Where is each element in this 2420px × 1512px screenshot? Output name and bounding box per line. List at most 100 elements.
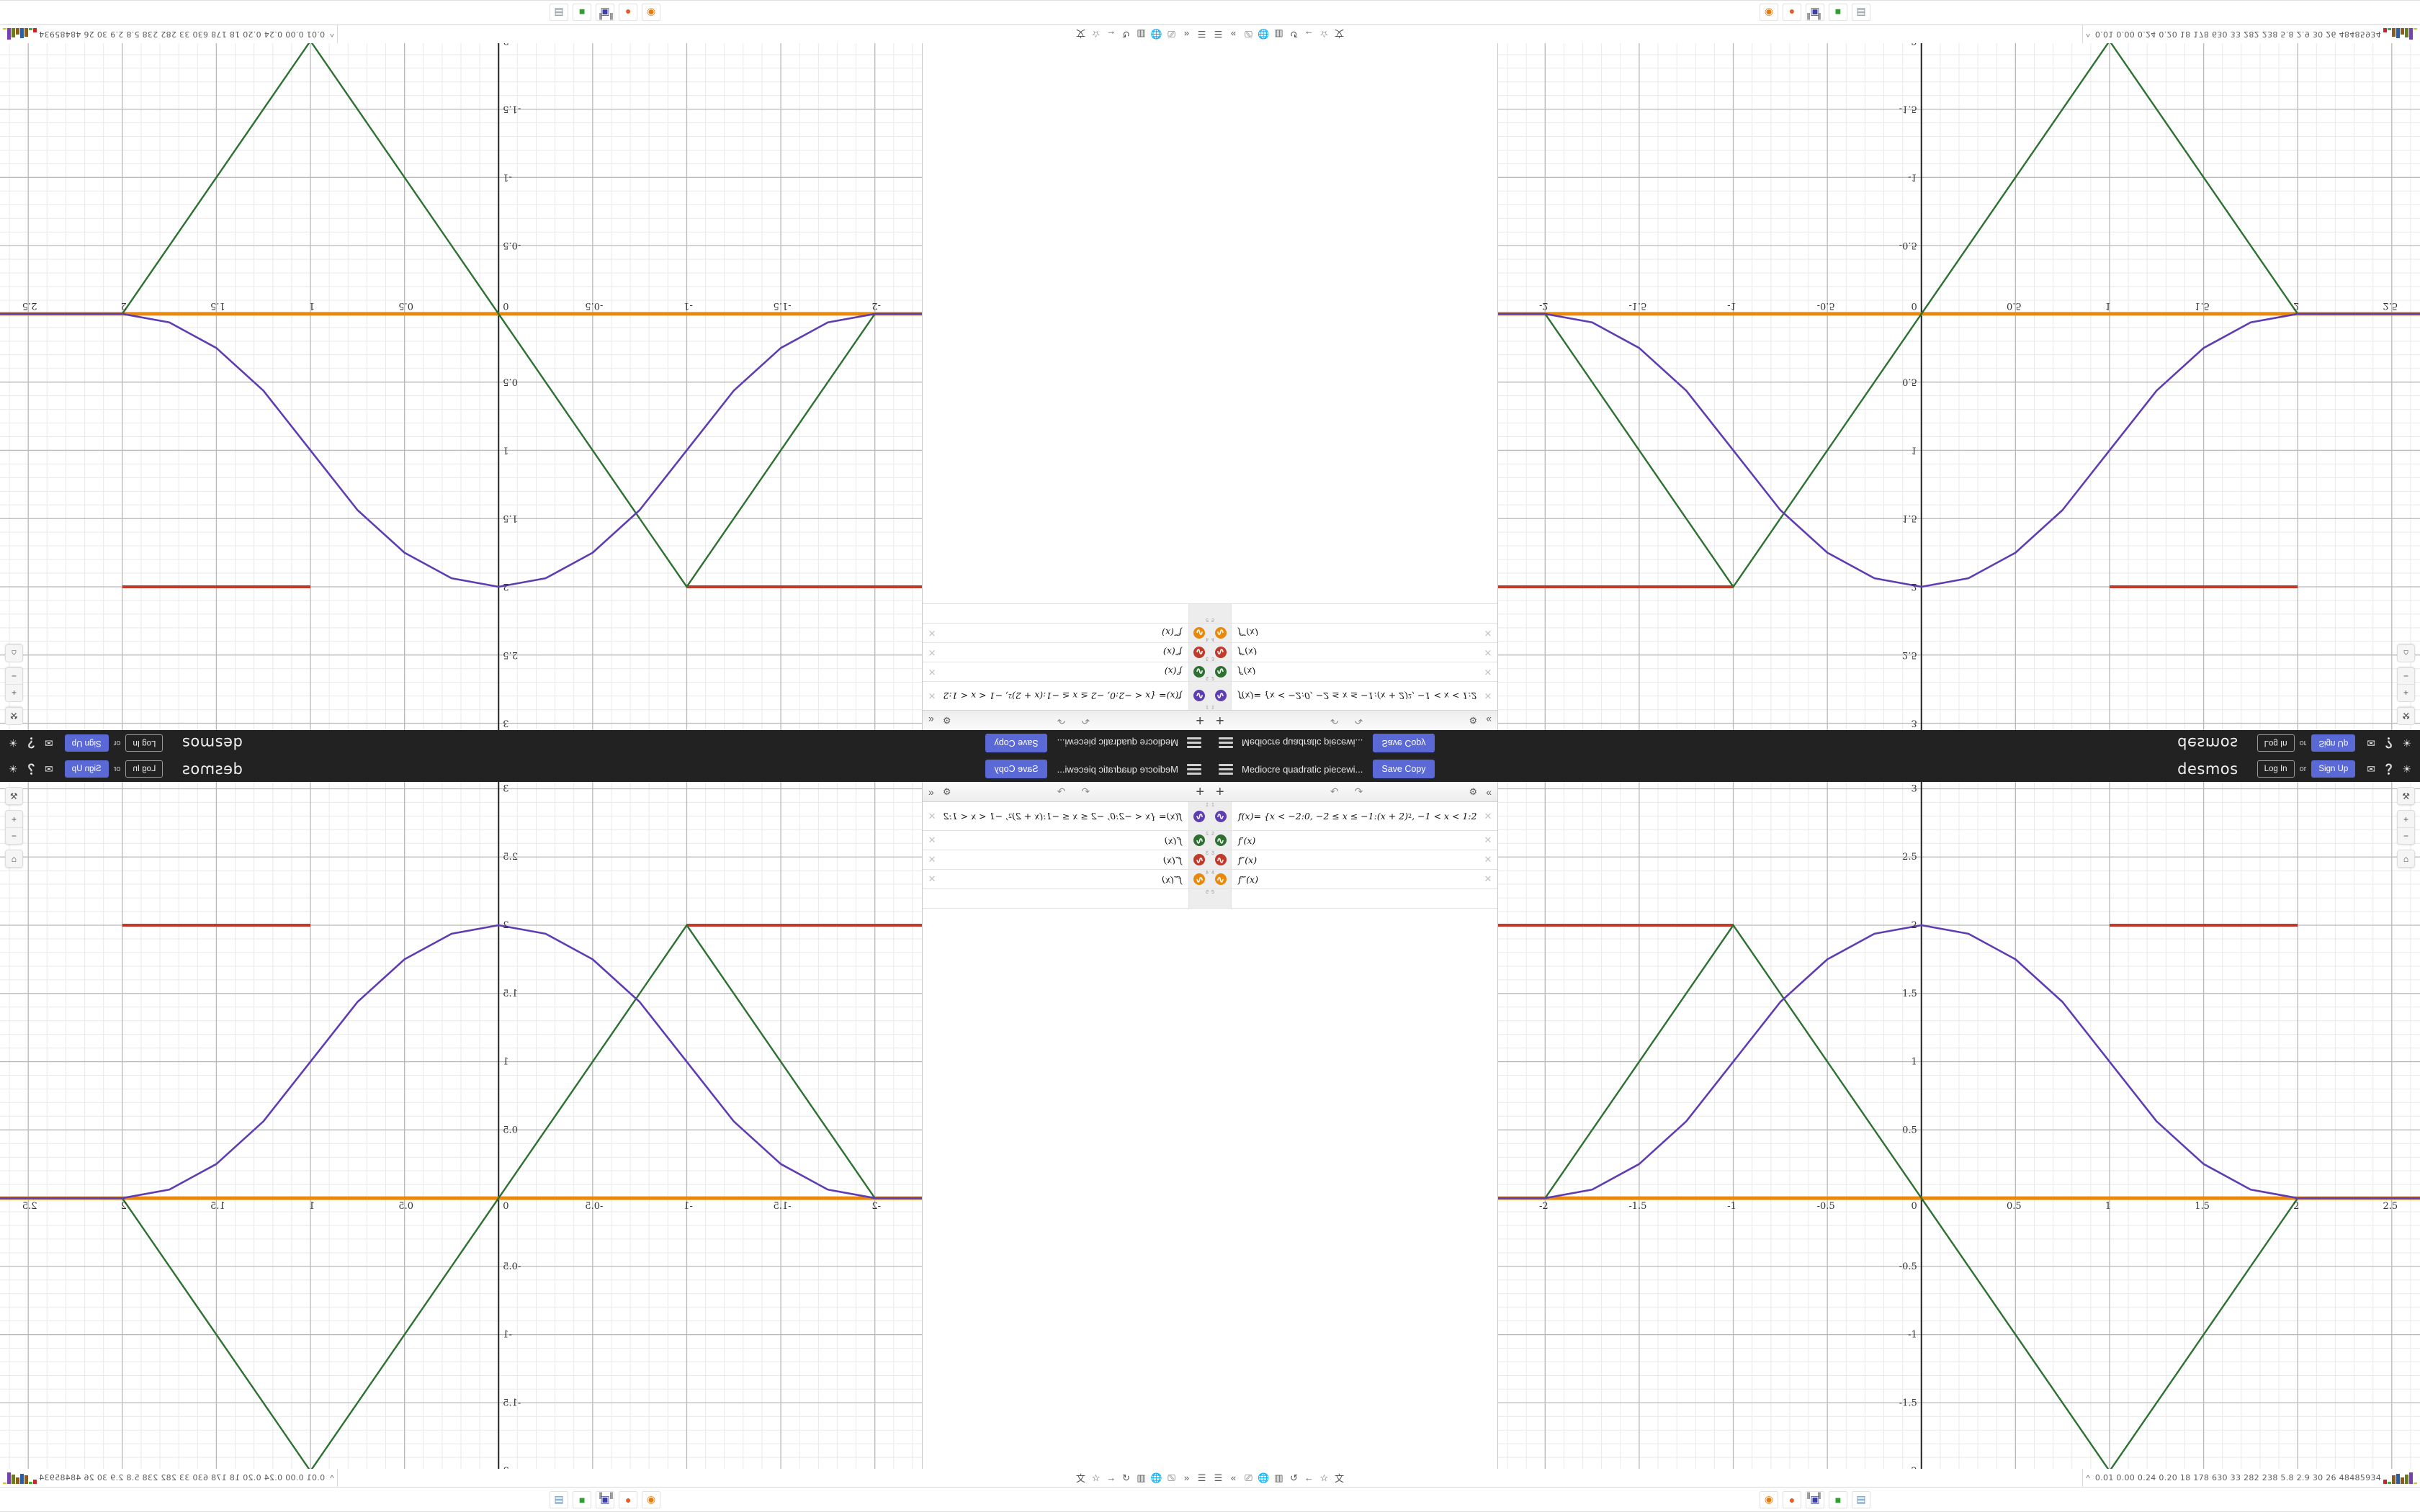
curve-color-swatch[interactable]: ∿ — [1193, 873, 1206, 885]
desmos-logo[interactable]: desmos — [2177, 734, 2238, 752]
quadrant-top-left[interactable]: Mediocre quadratic piecewi... Save Copy … — [0, 0, 1210, 756]
refresh-icon[interactable]: ↺ — [1290, 1472, 1298, 1483]
expression-bullet-cell[interactable]: 5 — [1188, 604, 1210, 623]
back-arrow-icon[interactable]: ← — [1304, 29, 1314, 40]
undo-arrow-icon[interactable]: ↶ — [1081, 715, 1090, 726]
zoom-in-icon[interactable]: + — [2398, 685, 2414, 701]
double-chevron-left-icon[interactable]: « — [1486, 786, 1492, 798]
wrench-icon[interactable]: ⚒ — [2398, 788, 2414, 804]
add-expression-button[interactable]: + — [1216, 783, 1224, 800]
expression-bullet-cell[interactable]: 4 ∿ — [1210, 870, 1232, 888]
expression-bullet-cell[interactable]: 5 — [1210, 604, 1232, 623]
expression-formula-empty[interactable] — [1232, 604, 1497, 623]
display-icon[interactable]: ▤ — [550, 4, 568, 22]
gear-icon[interactable]: ⚙ — [1469, 786, 1478, 797]
undo-arrow-icon[interactable]: ↶ — [1330, 786, 1339, 797]
curve-color-swatch[interactable]: ∿ — [1193, 647, 1206, 658]
globe-icon[interactable]: 🌐 — [1258, 29, 1270, 40]
expression-bullet-cell[interactable]: 2 ∿ — [1188, 831, 1210, 850]
display-icon[interactable]: ▤ — [1852, 4, 1870, 22]
curve-color-swatch[interactable]: ∿ — [1214, 834, 1227, 846]
expression-row[interactable]: 1 ∿ f (x) = {x < −2:0, −2 ≤ x ≤ −1:(x + 2… — [1210, 802, 1497, 831]
home-icon[interactable]: ⌂ — [6, 645, 22, 662]
curve-color-swatch[interactable]: ∿ — [1214, 666, 1227, 678]
expression-formula[interactable]: f′ (x) — [1164, 666, 1182, 678]
expression-bullet-cell[interactable]: 4 ∿ — [1188, 624, 1210, 642]
globe-icon[interactable]: 🌐 — [1258, 1472, 1270, 1483]
delete-expression-button[interactable]: ✕ — [928, 647, 936, 658]
terminal-icon[interactable]: ■ — [1829, 1490, 1847, 1508]
add-expression-button[interactable]: + — [1216, 712, 1224, 729]
expression-formula[interactable]: f′ (x) — [1238, 834, 1256, 846]
login-button[interactable]: Log In — [125, 760, 163, 778]
archive-icon[interactable]: ▥ — [1137, 29, 1146, 40]
curve-color-swatch[interactable]: ∿ — [1214, 854, 1227, 865]
double-chevron-left-icon[interactable]: « — [1230, 29, 1237, 40]
refresh-icon[interactable]: ↺ — [1290, 29, 1298, 40]
expression-row[interactable]: 4 ∿ f‴ (x) ✕ — [1210, 623, 1497, 642]
question-circle-icon[interactable]: ❔ — [24, 737, 37, 750]
archive-icon[interactable]: ▥ — [1274, 29, 1283, 40]
firefox-icon[interactable]: ● — [619, 4, 637, 22]
clipboard-icon[interactable]: ⎚ — [1168, 29, 1175, 40]
delete-expression-button[interactable]: ✕ — [928, 690, 936, 702]
taskbar-bottom-right[interactable]: ☰ « ⎚ 🌐 ▥ ↺ ← ☆ 文 ^ 0.01 0.00 0.24 0.20 … — [1210, 1469, 2420, 1512]
signup-button[interactable]: Sign Up — [64, 760, 109, 778]
expression-formula[interactable]: f‴ (x) — [1162, 873, 1182, 885]
expression-row[interactable]: 4 ∿ f‴ (x) ✕ — [923, 623, 1210, 642]
globe-icon[interactable]: 🌐 — [1150, 29, 1162, 40]
expression-bullet-cell[interactable]: 3 ∿ — [1188, 643, 1210, 662]
globe-icon[interactable]: ☀ — [2402, 737, 2411, 750]
expression-formula[interactable]: f (x) = {x < −2:0, −2 ≤ x ≤ −1:(x + 2) 2, … — [941, 690, 1182, 701]
graph-canvas[interactable]: -2 -1.5 -1 -0.5 0.5 1 1.5 2 2.5 0 3 2.5 2 1.5 1 0.5 -0.5… — [1498, 0, 2420, 730]
graph-title[interactable]: Mediocre quadratic piecewi... — [1242, 737, 1363, 749]
curve-color-swatch[interactable]: ∿ — [1214, 873, 1227, 885]
expression-formula[interactable]: f′ (x) — [1238, 666, 1256, 678]
wrench-icon[interactable]: ⚒ — [6, 788, 22, 804]
archive-icon[interactable]: ▥ — [1137, 1472, 1146, 1483]
signup-button[interactable]: Sign Up — [2311, 734, 2356, 752]
refresh-icon[interactable]: ↺ — [1122, 1472, 1130, 1483]
curve-color-swatch[interactable]: ∿ — [1193, 834, 1206, 846]
wrench-icon[interactable]: ⚒ — [6, 708, 22, 724]
delete-expression-button[interactable]: ✕ — [1484, 810, 1492, 822]
zoom-in-icon[interactable]: + — [6, 685, 22, 701]
expression-formula[interactable]: f (x) = {x < −2:0, −2 ≤ x ≤ −1:(x + 2) 2, … — [941, 811, 1182, 822]
expression-row[interactable]: 3 ∿ f″ (x) ✕ — [1210, 850, 1497, 870]
delete-expression-button[interactable]: ✕ — [1484, 647, 1492, 658]
quadrant-bottom-right[interactable]: Mediocre quadratic piecewi... Save Copy … — [1210, 756, 2420, 1512]
translate-icon[interactable]: 文 — [1334, 28, 1344, 39]
globe-icon[interactable]: 🌐 — [1150, 1472, 1162, 1483]
expression-row[interactable]: 2 ∿ f′ (x) ✕ — [1210, 831, 1497, 850]
curve-color-swatch[interactable]: ∿ — [1214, 810, 1227, 822]
double-chevron-left-icon[interactable]: « — [928, 786, 934, 798]
refresh-icon[interactable]: ↺ — [1122, 29, 1130, 40]
save-copy-button[interactable]: Save Copy — [1373, 734, 1435, 752]
expression-bullet-cell[interactable]: 4 ∿ — [1188, 870, 1210, 888]
hamburger-menu-icon[interactable]: ☰ — [1197, 29, 1206, 40]
zoom-in-icon[interactable]: + — [6, 811, 22, 827]
hamburger-menu-icon[interactable]: ☰ — [1214, 1472, 1223, 1483]
delete-expression-button[interactable]: ✕ — [1484, 690, 1492, 702]
blender-icon[interactable]: ◉ — [642, 4, 660, 22]
save-copy-button[interactable]: Save Copy — [985, 760, 1047, 778]
desmos-logo[interactable]: desmos — [2177, 760, 2238, 778]
expression-formula-empty[interactable] — [923, 889, 1188, 908]
double-chevron-left-icon[interactable]: « — [1183, 29, 1190, 40]
back-arrow-icon[interactable]: ← — [1106, 1472, 1116, 1483]
delete-expression-button[interactable]: ✕ — [1484, 873, 1492, 884]
graph-canvas[interactable]: -2 -1.5 -1 -0.5 0.5 1 1.5 2 2.5 0 3 2.5 2 1.5 1 0.5 -0.5… — [0, 782, 922, 1512]
hamburger-menu-icon[interactable]: ☰ — [1197, 1472, 1206, 1483]
delete-expression-button[interactable]: ✕ — [928, 834, 936, 845]
back-arrow-icon[interactable]: ← — [1106, 29, 1116, 40]
expression-row[interactable]: 1 ∿ f (x) = {x < −2:0, −2 ≤ x ≤ −1:(x + 2… — [1210, 681, 1497, 710]
expression-formula[interactable]: f (x) = {x < −2:0, −2 ≤ x ≤ −1:(x + 2) 2, … — [1238, 811, 1479, 822]
expression-formula[interactable]: f‴ (x) — [1162, 627, 1182, 639]
expression-formula[interactable]: f″ (x) — [1238, 647, 1258, 658]
expression-row[interactable]: 3 ∿ f″ (x) ✕ — [923, 850, 1210, 870]
share-icon[interactable]: ✉ — [45, 762, 53, 775]
save-copy-button[interactable]: Save Copy — [1373, 760, 1435, 778]
gear-icon[interactable]: ⚙ — [1469, 715, 1478, 726]
expression-bullet-cell[interactable]: 5 — [1188, 889, 1210, 908]
gear-icon[interactable]: ⚙ — [942, 715, 951, 726]
